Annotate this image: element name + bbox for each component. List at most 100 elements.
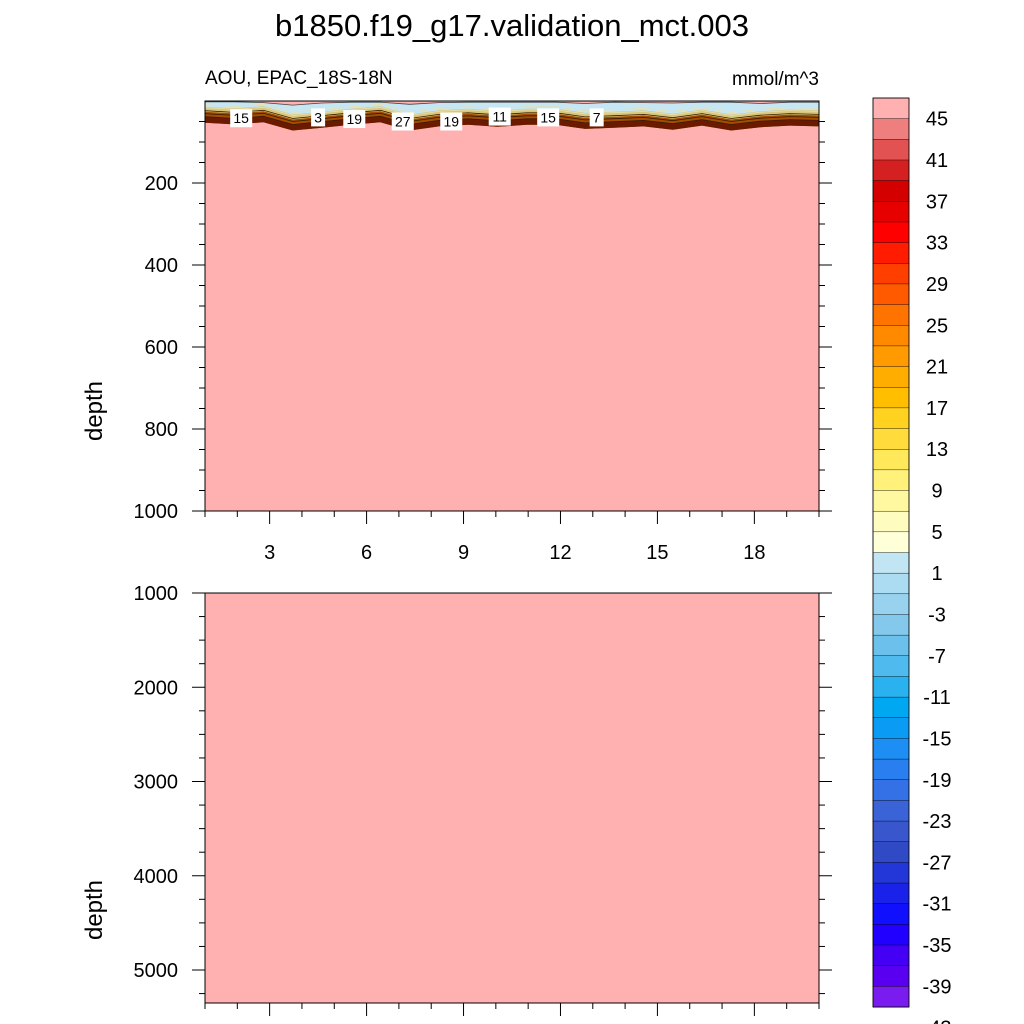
chart-units: mmol/m^3: [732, 69, 819, 90]
colorbar-label: -3: [928, 604, 946, 626]
upper-field: [205, 101, 819, 511]
colorbar-swatch: [872, 655, 910, 677]
colorbar-label: 9: [931, 481, 942, 503]
colorbar-label: 5: [931, 522, 942, 544]
colorbar-swatch: [872, 97, 910, 120]
contour-label-bg: [488, 107, 511, 126]
contour-label-bg: [440, 112, 463, 131]
colorbar-swatch: [872, 614, 910, 636]
contour-line: [204, 115, 820, 125]
contour-label-bg: [311, 108, 326, 127]
colorbar-label: 13: [926, 439, 948, 461]
contour-label-bg: [391, 112, 414, 131]
colorbar-label: -31: [923, 894, 952, 916]
x-tick-label: 12: [549, 542, 571, 564]
colorbar-swatch: [872, 159, 910, 182]
colorbar-swatch: [872, 428, 910, 450]
colorbar-swatch: [872, 263, 910, 285]
colorbar-swatch: [872, 139, 910, 161]
colorbar-swatch: [872, 449, 910, 471]
y-tick-label: 800: [145, 419, 178, 441]
y-tick-label: 400: [145, 255, 178, 277]
colorbar-label: -35: [923, 935, 952, 957]
colorbar-label: -39: [923, 976, 952, 998]
x-tick-label: 15: [646, 542, 668, 564]
x-tick-label: 6: [361, 542, 372, 564]
colorbar-swatch: [872, 572, 910, 595]
colorbar-swatch: [872, 634, 910, 657]
colorbar-swatch: [872, 242, 910, 264]
colorbar-swatch: [872, 531, 910, 553]
colorbar-label: -27: [923, 852, 952, 874]
colorbar: 45 41 37 33 29 25 21 17 13 9 5 1 -3 -7 -11 -15 -19 -23 -27…: [872, 97, 952, 1024]
colorbar-swatch: [872, 407, 910, 430]
contour-label-bg: [343, 110, 366, 129]
colorbar-swatch: [872, 717, 910, 739]
x-tick-label: 18: [743, 542, 765, 564]
colorbar-swatch: [872, 201, 910, 223]
contour-line: [204, 103, 820, 113]
colorbar-swatch: [872, 800, 910, 822]
contour-label: 7: [593, 109, 601, 125]
contour-label: 15: [540, 109, 556, 125]
colorbar-swatch: [872, 118, 910, 140]
colorbar-swatch: [872, 221, 910, 244]
y-tick-label: 3000: [134, 772, 179, 794]
y-tick-label: 1000: [134, 501, 179, 523]
colorbar-swatch: [872, 469, 910, 492]
surface-contour: [205, 101, 819, 106]
x-tick-label: 3: [264, 542, 275, 564]
colorbar-label: 21: [926, 357, 948, 379]
colorbar-label: -7: [928, 646, 946, 668]
upper-panel: 15 3 19 27 19 11 15 7 200 400 600 800 1000 3 6 9 12 15 18 d…: [81, 100, 832, 564]
contour-label-bg: [537, 108, 560, 127]
colorbar-swatch: [872, 779, 910, 801]
x-tick-label: 9: [458, 542, 469, 564]
colorbar-swatch: [872, 862, 910, 884]
colorbar-swatch: [872, 738, 910, 760]
chart-title: b1850.f19_g17.validation_mct.003: [275, 8, 749, 43]
contour-label: 3: [314, 109, 322, 125]
colorbar-swatch: [872, 180, 910, 202]
colorbar-frame: [872, 97, 910, 1008]
contour-label: 15: [233, 110, 249, 126]
colorbar-swatch: [872, 552, 910, 574]
lower-panel: 1000 2000 3000 4000 5000 depth: [81, 583, 832, 1016]
contour-label: 11: [492, 109, 507, 125]
colorbar-label: -23: [923, 811, 952, 833]
colorbar-swatch: [872, 304, 910, 326]
colorbar-swatch: [872, 882, 910, 905]
y-tick-label: 1000: [134, 583, 179, 605]
colorbar-label: 25: [926, 315, 948, 337]
colorbar-swatch: [872, 758, 910, 781]
y-tick-label: 200: [145, 173, 178, 195]
lower-field: [205, 593, 819, 1003]
lower-frame: [204, 592, 820, 1004]
contour-label: 27: [395, 114, 411, 130]
colorbar-label: 45: [926, 109, 948, 131]
colorbar-label: -43: [923, 1018, 952, 1024]
contour-line: [204, 112, 820, 122]
colorbar-swatch: [872, 986, 910, 1008]
colorbar-swatch: [872, 345, 910, 368]
colorbar-swatch: [872, 944, 910, 967]
contour-label-bg: [589, 108, 604, 127]
colorbar-swatch: [872, 676, 910, 698]
colorbar-swatch: [872, 965, 910, 987]
contour-label: 19: [347, 111, 363, 127]
contour-label-bg: [230, 109, 253, 128]
colorbar-swatch: [872, 325, 910, 347]
contour-line: [204, 106, 820, 116]
contour-label: 19: [443, 114, 459, 130]
colorbar-swatch: [872, 510, 910, 533]
colorbar-swatch: [872, 387, 910, 409]
colorbar-swatch: [872, 924, 910, 946]
colorbar-swatch: [872, 593, 910, 615]
y-tick-label: 5000: [134, 960, 179, 982]
chart-subtitle-left: AOU, EPAC_18S-18N: [205, 68, 393, 89]
colorbar-swatch: [872, 283, 910, 306]
colorbar-label: 1: [931, 563, 942, 585]
y-axis-title: depth: [81, 381, 108, 441]
colorbar-swatch: [872, 490, 910, 512]
